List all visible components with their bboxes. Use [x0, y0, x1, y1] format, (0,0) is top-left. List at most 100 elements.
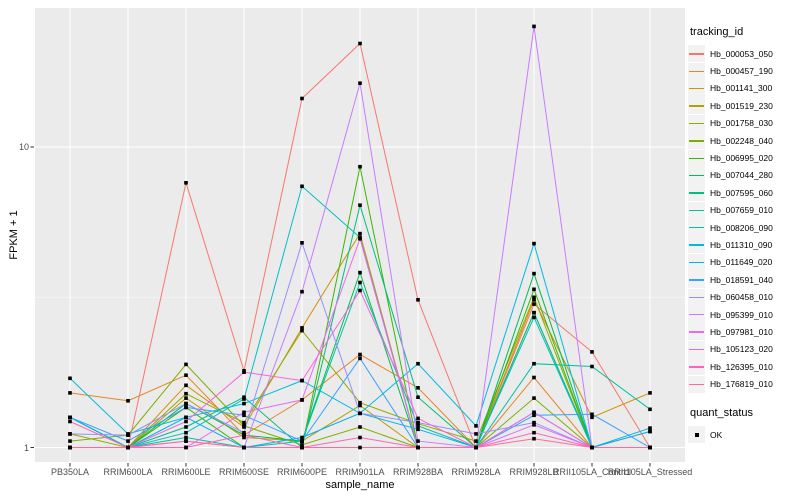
y-tick-label-1: 1 [23, 442, 29, 453]
black-point-icon [694, 432, 699, 437]
legend-key-line-icon [689, 192, 704, 194]
x-tick-label-RRIM600LA: RRIM600LA [103, 467, 153, 477]
legend-key-line-icon [689, 331, 704, 333]
legend-key-swatch [688, 340, 705, 358]
legend-entry-Hb_176819_010: Hb_176819_010 [688, 375, 800, 393]
legend-entry-label: Hb_060458_010 [710, 292, 773, 303]
legend-entry-label: Hb_095399_010 [710, 309, 773, 320]
legend-key-swatch [688, 236, 705, 254]
legend-key-line-icon [689, 105, 704, 107]
legend-entry-Hb_095399_010: Hb_095399_010 [688, 306, 800, 324]
legend: tracking_id Hb_000053_050 Hb_000457_190 Hb… [688, 26, 800, 443]
legend-entry-label: Hb_011310_090 [710, 239, 773, 250]
legend-title-quant-status: quant_status [690, 406, 753, 419]
legend-key-line-icon [689, 383, 704, 385]
legend-entry-label: Hb_126395_010 [710, 361, 773, 372]
legend-entry-label: Hb_001141_300 [710, 83, 773, 94]
legend-key-line-icon [689, 209, 704, 212]
legend-entry-label: Hb_007659_010 [710, 205, 773, 216]
legend-title-tracking-id: tracking_id [690, 26, 744, 38]
legend-entry-Hb_002248_040: Hb_002248_040 [688, 132, 800, 150]
legend-key-swatch [688, 184, 705, 202]
legend-key-swatch [688, 114, 705, 132]
legend-key-line-icon [689, 296, 704, 299]
legend-entry-Hb_011310_090: Hb_011310_090 [688, 236, 800, 254]
legend-entry-Hb_060458_010: Hb_060458_010 [688, 288, 800, 306]
x-tick-label-RRIM600LE: RRIM600LE [161, 467, 211, 477]
legend-entry-Hb_097981_010: Hb_097981_010 [688, 323, 800, 341]
legend-entry-label: OK [710, 429, 723, 440]
x-tick-label-RRII105LA_Control: RRII105LA_Control [552, 467, 632, 477]
legend-key-swatch [688, 79, 705, 97]
legend-quant-status: quant_status OK [688, 407, 800, 443]
legend-key-swatch [688, 219, 705, 237]
legend-key-line-icon [689, 87, 704, 90]
legend-key-swatch [688, 62, 705, 80]
legend-entry-Hb_006995_020: Hb_006995_020 [688, 149, 800, 167]
legend-entry-label: Hb_011649_020 [710, 257, 773, 268]
legend-key-swatch [688, 288, 705, 306]
legend-entry-label: Hb_105123_020 [710, 344, 773, 355]
legend-key-line-icon [689, 122, 704, 125]
legend-entry-label: Hb_002248_040 [710, 135, 773, 146]
plot-panel [35, 8, 685, 462]
legend-key-line-icon [689, 227, 704, 229]
x-tick-label-RRIM600PE: RRIM600PE [276, 467, 328, 477]
legend-entry-label: Hb_007044_280 [710, 170, 773, 181]
legend-key-ok [688, 426, 705, 443]
legend-entry-label: Hb_001519_230 [710, 100, 773, 111]
legend-entry-Hb_000457_190: Hb_000457_190 [688, 62, 800, 80]
legend-key-line-icon [689, 53, 704, 55]
legend-entry-Hb_008206_090: Hb_008206_090 [688, 219, 800, 237]
legend-key-swatch [688, 271, 705, 289]
legend-entry-Hb_007595_060: Hb_007595_060 [688, 184, 800, 202]
legend-key-swatch [688, 358, 705, 376]
x-tick-label-RRIM928LA: RRIM928LA [451, 467, 501, 477]
legend-key-line-icon [689, 261, 704, 264]
legend-entry-Hb_007659_010: Hb_007659_010 [688, 201, 800, 219]
legend-tracking-entries: Hb_000053_050 Hb_000457_190 Hb_001141_300 H… [688, 45, 800, 393]
legend-entry-label: Hb_007595_060 [710, 187, 773, 198]
x-tick-label-RRIM901LA: RRIM901LA [335, 467, 385, 477]
y-tick-label-10: 10 [18, 142, 29, 152]
x-tick-label-RRIM928BA: RRIM928BA [392, 467, 444, 477]
x-tick-label-RRII105LA_Stressed: RRII105LA_Stressed [607, 467, 693, 477]
legend-entry-Hb_001519_230: Hb_001519_230 [688, 97, 800, 115]
legend-key-line-icon [689, 140, 704, 142]
legend-key-line-icon [689, 157, 704, 159]
legend-entry-label: Hb_000053_050 [710, 48, 773, 59]
x-tick-label-RRIM928LB: RRIM928LB [509, 467, 559, 477]
legend-entry-Hb_007044_280: Hb_007044_280 [688, 166, 800, 184]
legend-key-swatch [688, 97, 705, 115]
legend-key-line-icon [689, 70, 704, 72]
legend-entry-Hb_018591_040: Hb_018591_040 [688, 271, 800, 289]
legend-entry-ok: OK [688, 426, 800, 443]
legend-entry-Hb_001141_300: Hb_001141_300 [688, 79, 800, 97]
legend-key-swatch [688, 201, 705, 219]
y-axis-title: FPKM + 1 [8, 210, 20, 260]
legend-entry-Hb_000053_050: Hb_000053_050 [688, 45, 800, 63]
legend-key-swatch [688, 132, 705, 150]
legend-entry-Hb_001758_030: Hb_001758_030 [688, 114, 800, 132]
legend-key-line-icon [689, 314, 704, 316]
legend-entry-label: Hb_097981_010 [710, 326, 773, 337]
legend-entry-label: Hb_008206_090 [710, 222, 773, 233]
x-tick-label-PB350LA: PB350LA [50, 467, 90, 477]
legend-key-swatch [688, 166, 705, 184]
legend-key-line-icon [689, 348, 704, 351]
legend-entry-label: Hb_018591_040 [710, 274, 773, 285]
legend-key-line-icon [689, 174, 704, 177]
legend-key-swatch [688, 375, 705, 393]
x-tick-label-RRIM600SE: RRIM600SE [218, 467, 270, 477]
legend-key-swatch [688, 45, 705, 63]
legend-key-swatch [688, 149, 705, 167]
legend-key-swatch [688, 323, 705, 341]
x-axis-title: sample_name [325, 479, 395, 491]
legend-entry-label: Hb_000457_190 [710, 66, 773, 77]
legend-entry-Hb_105123_020: Hb_105123_020 [688, 340, 800, 358]
legend-entry-label: Hb_176819_010 [710, 379, 773, 390]
legend-entry-label: Hb_001758_030 [710, 118, 773, 129]
legend-entry-Hb_011649_020: Hb_011649_020 [688, 253, 800, 271]
legend-key-swatch [688, 253, 705, 271]
